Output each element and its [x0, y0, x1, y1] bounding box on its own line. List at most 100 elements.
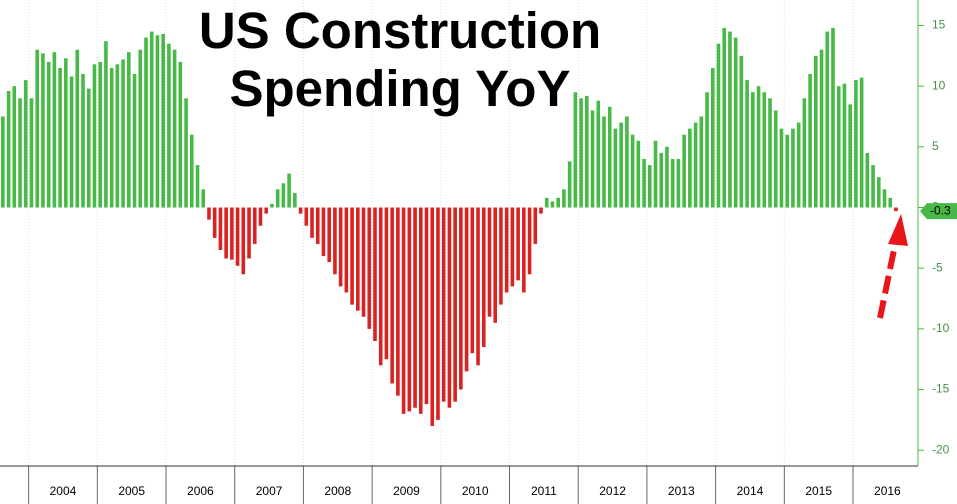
arrow	[877, 214, 908, 319]
bar	[459, 207, 463, 390]
x-tick-label: 2016	[874, 484, 901, 498]
bar	[859, 77, 864, 208]
bar	[510, 207, 515, 287]
bar	[212, 207, 217, 238]
x-tick-label: 2014	[737, 484, 764, 498]
bar	[876, 177, 881, 208]
bar	[230, 207, 234, 260]
bar	[888, 197, 893, 208]
bar	[476, 207, 480, 366]
bar	[676, 158, 681, 208]
bar	[149, 31, 154, 208]
bar	[258, 207, 263, 226]
bar	[854, 80, 858, 208]
last-value-label: -0.3	[930, 203, 951, 217]
bar	[338, 207, 343, 287]
bar	[573, 92, 578, 208]
bar	[390, 207, 394, 384]
bar	[378, 207, 383, 366]
bar	[665, 146, 669, 208]
bar	[739, 55, 744, 208]
bar	[825, 31, 830, 208]
bar	[647, 165, 652, 208]
bar	[304, 207, 309, 226]
bar	[384, 207, 389, 360]
x-tick-label: 2008	[324, 484, 351, 498]
bar	[132, 74, 137, 208]
bar	[293, 192, 297, 208]
bar	[184, 98, 188, 208]
bar	[396, 207, 400, 396]
bar	[161, 33, 165, 208]
bar	[756, 86, 761, 208]
bar	[773, 110, 778, 208]
bar	[808, 74, 812, 208]
bar	[418, 207, 423, 414]
last-value-box	[920, 203, 957, 220]
bar	[155, 35, 160, 208]
x-tick-label: 2009	[393, 484, 420, 498]
bar	[585, 95, 589, 208]
x-tick-label: 2006	[187, 484, 214, 498]
bar	[493, 207, 498, 323]
bar	[504, 207, 509, 293]
bar	[596, 100, 601, 208]
bar	[751, 92, 755, 208]
bar	[58, 67, 62, 208]
bar	[207, 207, 211, 220]
bar	[69, 76, 74, 208]
bar	[12, 86, 17, 208]
bar	[18, 98, 22, 208]
bar	[653, 140, 658, 208]
bar	[550, 201, 555, 208]
bar	[487, 207, 492, 317]
bar	[315, 207, 320, 244]
bar	[247, 207, 251, 259]
bar	[344, 207, 349, 293]
bar	[401, 207, 406, 414]
bar	[791, 128, 795, 208]
bar	[121, 59, 125, 208]
bar	[29, 98, 34, 208]
y-tick-label: 5	[932, 139, 939, 153]
bar	[413, 207, 417, 408]
bar	[779, 128, 784, 208]
bar	[98, 61, 102, 208]
bar	[630, 134, 635, 208]
bar	[321, 207, 326, 257]
bar	[464, 207, 469, 372]
bar	[86, 88, 91, 208]
bar	[407, 207, 412, 412]
bar	[688, 128, 692, 208]
bar	[430, 207, 435, 426]
bar	[447, 207, 452, 408]
bar	[241, 207, 246, 275]
x-tick-label: 2007	[256, 484, 283, 498]
bar	[539, 207, 543, 214]
bar	[75, 49, 80, 208]
bar	[264, 207, 269, 214]
bar	[436, 207, 440, 420]
bar	[722, 27, 727, 208]
bar	[298, 207, 303, 214]
bar	[516, 207, 520, 281]
x-tick-label: 2004	[50, 484, 77, 498]
bar	[52, 52, 57, 208]
bar	[361, 207, 366, 317]
bar	[796, 122, 801, 208]
y-tick-label: -20	[932, 442, 950, 456]
bar	[619, 122, 623, 208]
bar	[705, 92, 709, 208]
bar	[836, 86, 841, 208]
bar	[1, 116, 5, 208]
bar	[527, 207, 532, 275]
bar	[144, 37, 148, 208]
bar	[831, 27, 835, 208]
bar	[23, 80, 28, 208]
bar	[682, 134, 686, 208]
x-tick-label: 2010	[462, 484, 489, 498]
chart-title: US Construction Spending YoY	[198, 2, 602, 117]
bar	[499, 207, 503, 305]
bar	[819, 49, 824, 208]
